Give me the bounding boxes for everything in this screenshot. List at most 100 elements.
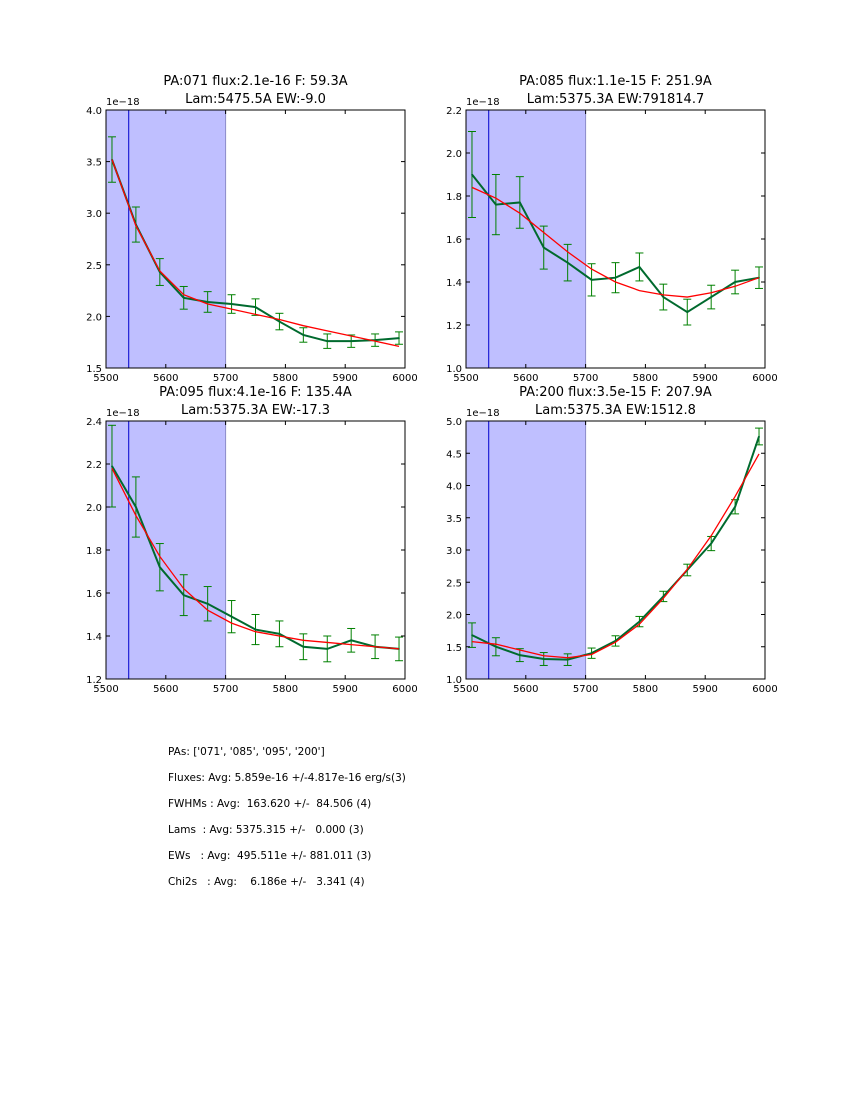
data-point (206, 602, 209, 605)
axes-frame (105, 109, 406, 369)
panel-title-line1: PA:200 flux:3.5e-15 F: 207.9A (519, 385, 712, 400)
panel-title-line1: PA:085 flux:1.1e-15 F: 251.9A (519, 74, 712, 89)
x-tick-label: 5500 (93, 373, 118, 384)
plot-area (467, 427, 764, 666)
y-tick-label: 2.5 (86, 261, 102, 272)
shaded-region (106, 110, 226, 368)
shaded-region (466, 110, 586, 368)
data-point (254, 306, 257, 308)
panel-title-line2: Lam:5375.3A EW:1512.8 (535, 403, 696, 418)
y-tick-label: 5.0 (446, 417, 462, 428)
data-point (326, 648, 329, 650)
y-tick-label: 2.4 (86, 417, 102, 428)
data-point (519, 201, 521, 204)
summary-lams: Lams : Avg: 5375.315 +/- 0.000 (3) (168, 824, 364, 836)
y-tick-label: 4.5 (446, 449, 462, 460)
data-point (350, 340, 352, 342)
x-tick-label: 5600 (513, 684, 538, 695)
panel-title-line1: PA:071 flux:2.1e-16 F: 59.3A (163, 74, 347, 89)
x-tick-label: 5700 (573, 684, 598, 695)
y-tick-label: 1.2 (446, 321, 462, 332)
panel-title-line2: Lam:5375.3A EW:-17.3 (181, 403, 330, 418)
data-point (350, 639, 352, 642)
y-tick-label: 1.4 (86, 632, 102, 643)
x-tick-label: 5900 (692, 684, 717, 695)
y-tick-label: 1.4 (446, 278, 462, 289)
data-point (302, 645, 305, 648)
fit-series-line (471, 186, 760, 298)
y-tick-label: 2.0 (446, 149, 462, 160)
y-offset-label: 1e−18 (106, 97, 140, 108)
y-tick-label: 1.0 (446, 364, 462, 375)
data-point (302, 334, 305, 336)
y-tick-label: 3.0 (86, 209, 102, 220)
y-tick-label: 4.0 (446, 482, 462, 493)
summary-pas: PAs: ['071', '085', '095', '200'] (168, 746, 325, 758)
x-tick-label: 5800 (633, 373, 658, 384)
fit-series-line (111, 159, 400, 347)
shaded-region (466, 421, 586, 679)
data-point (758, 435, 760, 438)
x-tick-label: 5700 (573, 373, 598, 384)
y-offset-label: 1e−18 (106, 408, 140, 419)
y-tick-label: 2.0 (86, 503, 102, 514)
plot-area (107, 136, 404, 349)
x-tick-label: 6000 (752, 373, 777, 384)
x-tick-label: 5600 (153, 684, 178, 695)
x-tick-label: 5500 (453, 684, 478, 695)
data-point (662, 296, 665, 298)
data-point (278, 320, 281, 323)
y-tick-label: 2.0 (446, 611, 462, 622)
summary-stats: PAs: ['071', '085', '095', '200'] Fluxes… (168, 745, 406, 901)
data-point (471, 634, 473, 636)
x-tick-label: 5900 (332, 373, 357, 384)
data-point (638, 266, 641, 268)
y-tick-label: 3.5 (86, 158, 102, 169)
y-tick-label: 1.6 (86, 589, 102, 600)
x-tick-label: 6000 (752, 684, 777, 695)
y-tick-label: 1.5 (446, 643, 462, 654)
x-tick-label: 5900 (692, 373, 717, 384)
fit-series-line (111, 468, 400, 650)
data-point (135, 506, 137, 508)
y-tick-label: 1.0 (446, 675, 462, 686)
y-tick-label: 2.2 (86, 460, 102, 471)
y-tick-label: 1.5 (86, 364, 102, 375)
data-point (471, 173, 473, 176)
data-point (566, 658, 569, 661)
data-point (254, 628, 257, 631)
fit-series-line (471, 453, 760, 659)
panel-1: 5500 5600 5700 5800 5900 6000 1.5 2.0 2.5 3.0 3.5 4… (86, 74, 418, 384)
y-tick-label: 1.8 (86, 546, 102, 557)
data-point (566, 261, 569, 264)
y-offset-label: 1e−18 (466, 97, 500, 108)
y-tick-label: 2.5 (446, 578, 462, 589)
y-tick-label: 2.0 (86, 312, 102, 323)
x-tick-label: 5600 (513, 373, 538, 384)
data-point (206, 301, 209, 303)
data-point (542, 658, 545, 660)
x-tick-label: 5800 (273, 373, 298, 384)
y-tick-label: 4.0 (86, 106, 102, 117)
data-point (230, 303, 233, 305)
data-point (686, 311, 689, 313)
y-tick-label: 1.2 (86, 675, 102, 686)
data-point (638, 620, 641, 623)
x-tick-label: 5700 (213, 373, 238, 384)
x-tick-label: 5700 (213, 684, 238, 695)
data-point (614, 276, 617, 279)
y-offset-label: 1e−18 (466, 408, 500, 419)
summary-ews: EWs : Avg: 495.511e +/- 881.011 (3) (168, 850, 372, 862)
y-tick-label: 2.2 (446, 106, 462, 117)
plot-area (107, 424, 404, 663)
data-point (662, 595, 665, 598)
data-point (495, 645, 497, 648)
summary-fluxes: Fluxes: Avg: 5.859e-16 +/-4.817e-16 erg/… (168, 772, 406, 784)
x-tick-label: 6000 (392, 684, 417, 695)
panel-3: 5500 5600 5700 5800 5900 6000 1.2 1.4 1.6 1.8 2.0 2… (86, 385, 418, 695)
data-point (398, 337, 400, 339)
x-tick-label: 5500 (93, 684, 118, 695)
y-tick-label: 1.6 (446, 235, 462, 246)
data-point (734, 281, 736, 283)
